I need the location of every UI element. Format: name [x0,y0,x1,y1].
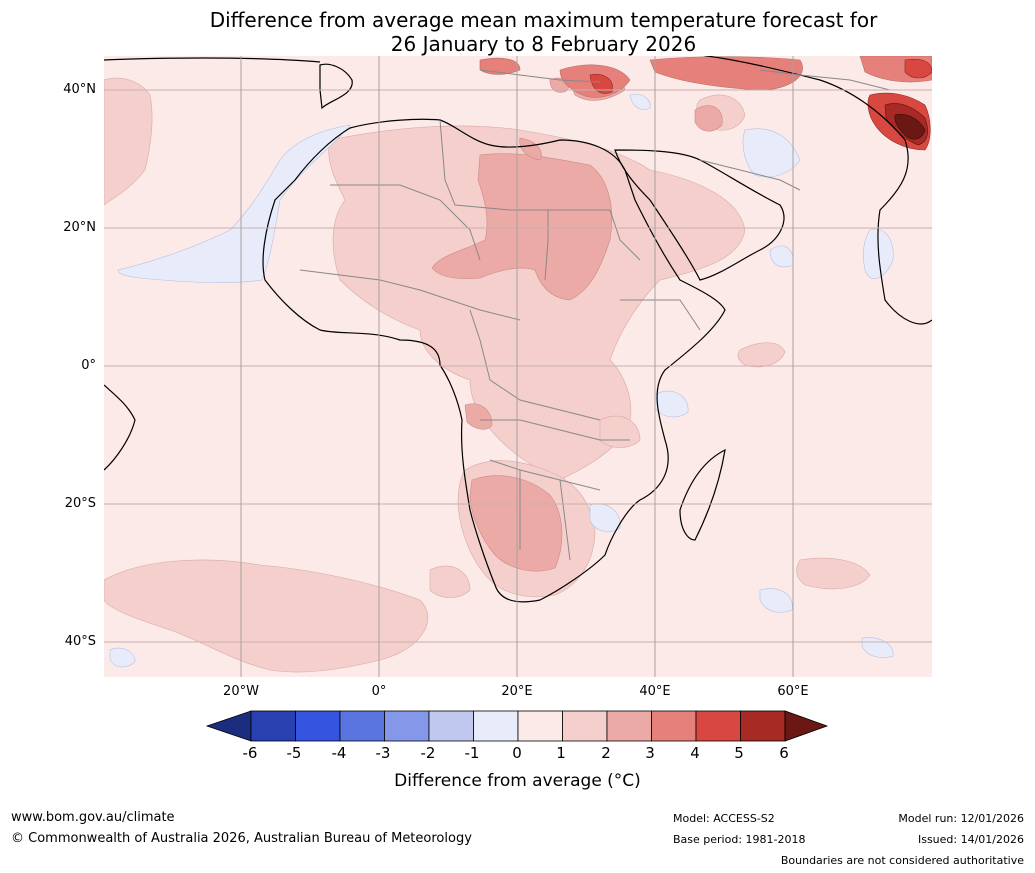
lat-label-40n: 40°N [63,82,96,97]
colorbar [205,710,829,742]
colorbar-tick: 3 [645,744,655,762]
footer-base-period: Base period: 1981-2018 [673,833,806,846]
colorbar-tick: 0 [512,744,522,762]
colorbar-segment [250,710,296,742]
colorbar-segment [473,710,519,742]
colorbar-tick: 2 [601,744,611,762]
colorbar-tick: 4 [690,744,700,762]
meridians [240,56,794,677]
colorbar-segment [384,710,430,742]
footer-issued: Issued: 14/01/2026 [917,833,1024,846]
colorbar-tick: -2 [420,744,436,762]
colorbar-segment [695,710,741,742]
footer-website: www.bom.gov.au/climate [11,810,175,825]
colorbar-tick: -3 [375,744,391,762]
country-borders [299,69,891,561]
colorbar-segment [517,710,563,742]
colorbar-tick: -4 [331,744,347,762]
colorbar-segment [740,710,786,742]
lon-label-0: 0° [371,684,387,699]
colorbar-segment [205,710,252,742]
colorbar-tick: -1 [464,744,480,762]
map-title: Difference from average mean maximum tem… [0,8,1035,56]
colorbar-segment [339,710,385,742]
lon-label-40e: 40°E [639,684,671,699]
colorbar-segment [428,710,474,742]
colorbar-tick: -6 [242,744,258,762]
colorbar-tick: 5 [734,744,744,762]
map-plot-area [104,56,932,677]
lon-label-20w: 20°W [223,684,259,699]
anomaly-band-2-3 [431,65,723,572]
colorbar-segment [784,710,829,742]
colorbar-segment [295,710,341,742]
title-line-2: 26 January to 8 February 2026 [390,32,697,56]
lat-label-20s: 20°S [64,496,96,511]
colorbar-tick: -5 [286,744,302,762]
gridlines [104,89,932,643]
footer-model: Model: ACCESS-S2 [673,812,775,825]
lat-label-equator: 0° [81,358,96,373]
lat-label-40s: 40°S [64,634,96,649]
anomaly-band-minus-1-0 [109,93,894,668]
anomaly-band-above-6 [894,114,926,140]
colorbar-segment [651,710,697,742]
colorbar-tick: 1 [556,744,566,762]
lat-label-20n: 20°N [63,220,96,235]
footer-copyright: © Commonwealth of Australia 2026, Austra… [11,831,472,846]
coastlines [104,56,932,603]
colorbar-tick: 6 [779,744,789,762]
title-line-1: Difference from average mean maximum tem… [209,8,878,32]
lon-label-60e: 60°E [777,684,809,699]
footer-model-run: Model run: 12/01/2026 [898,812,1024,825]
colorbar-segment [606,710,652,742]
colorbar-segment [562,710,608,742]
colorbar-label: Difference from average (°C) [394,771,641,791]
footer-disclaimer: Boundaries are not considered authoritat… [780,854,1024,867]
lon-label-20e: 20°E [501,684,533,699]
